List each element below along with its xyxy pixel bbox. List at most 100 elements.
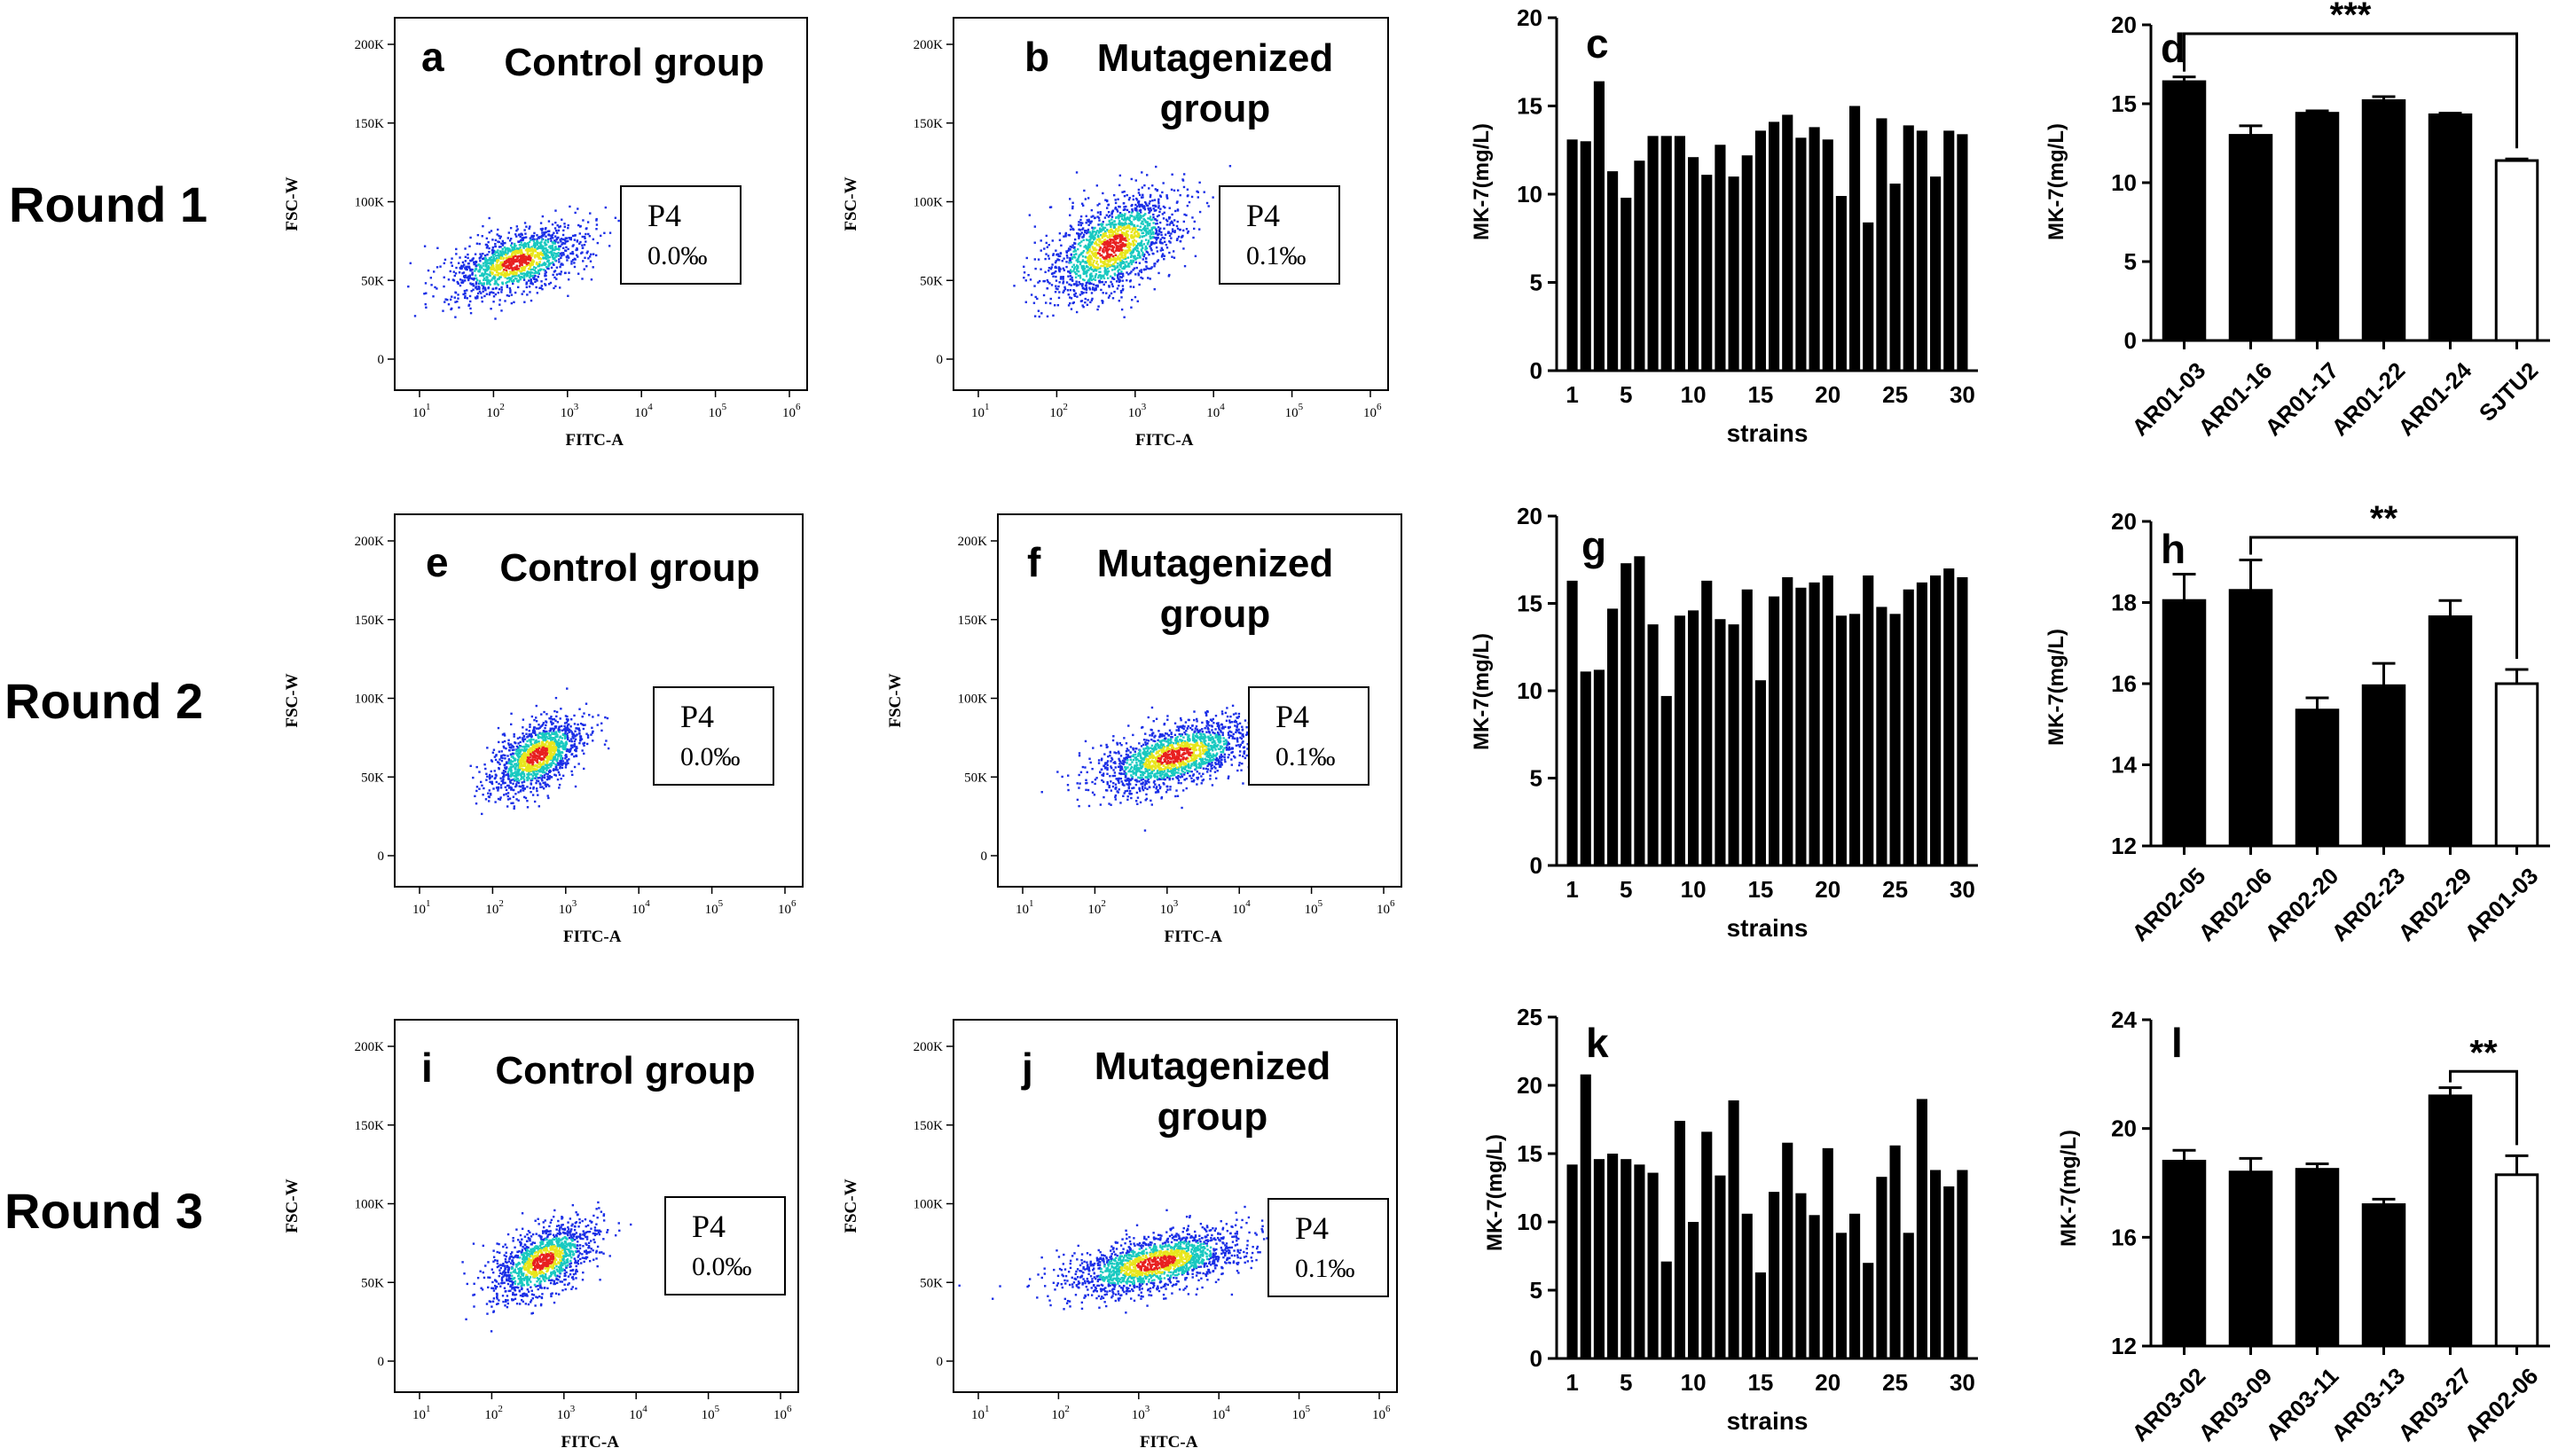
scatter-point: [614, 216, 617, 219]
scatter-point: [1173, 219, 1176, 222]
scatter-point: [543, 241, 546, 244]
scatter-point: [1136, 211, 1139, 214]
scatter-point: [1145, 204, 1149, 207]
scatter-point: [553, 730, 555, 732]
scatter-point: [1111, 245, 1114, 248]
scatter-point: [1139, 216, 1142, 219]
scatter-point: [568, 750, 571, 754]
scatter-point: [1124, 222, 1126, 224]
scatter-point: [475, 789, 478, 793]
scatter-point: [500, 309, 503, 312]
scatter-point: [527, 745, 530, 748]
scatter-point: [554, 209, 557, 212]
scatter-point: [1098, 219, 1101, 222]
scatter-point: [504, 241, 506, 245]
scatter-point: [1158, 787, 1162, 790]
scatter-point: [1096, 284, 1099, 287]
scatter-point: [1180, 781, 1182, 785]
scatter-point: [1071, 201, 1074, 205]
scatter-point: [1200, 775, 1203, 778]
scatter-point: [525, 728, 528, 731]
scatter-point: [1107, 296, 1110, 299]
scatter-point: [483, 268, 485, 271]
scatter-point: [522, 237, 525, 239]
scatter-point: [1214, 715, 1218, 717]
scatter-point: [506, 772, 509, 775]
scatter-point: [592, 253, 595, 255]
scatter-point: [512, 782, 514, 786]
scatter-point: [523, 272, 527, 276]
scatter-point: [1116, 743, 1118, 746]
scatter-point: [532, 244, 535, 247]
round-label: Round 3: [4, 1183, 203, 1239]
scatter-point: [534, 267, 538, 270]
scatter-point: [1217, 722, 1220, 724]
scatter-point: [1196, 777, 1198, 779]
scatter-point: [1166, 718, 1169, 721]
scatter-point: [1246, 742, 1249, 746]
scatter-point: [522, 726, 524, 729]
scatter-point: [554, 254, 557, 257]
scatter-point: [1076, 782, 1079, 785]
scatter-point: [498, 250, 502, 253]
scatter-point: [482, 290, 484, 293]
scatter-point: [510, 768, 513, 771]
scatter-point: [1091, 233, 1094, 236]
scatter-point: [1120, 215, 1124, 218]
scatter-point: [499, 276, 502, 278]
scatter-point: [563, 744, 567, 747]
scatter-point: [1145, 174, 1149, 176]
scatter-point: [511, 249, 514, 252]
scatter-point: [1153, 288, 1156, 291]
scatter-point: [1075, 253, 1078, 255]
scatter-point: [540, 774, 544, 778]
scatter-point: [559, 253, 562, 255]
scatter-point: [492, 265, 495, 268]
scatter-point: [1149, 245, 1151, 248]
scatter-point: [534, 733, 538, 737]
scatter-point: [1083, 278, 1086, 282]
scatter-point: [595, 219, 598, 222]
scatter-point: [486, 747, 489, 749]
scatter-point: [1149, 215, 1152, 218]
scatter-point: [1137, 201, 1140, 204]
scatter-point: [1186, 204, 1189, 207]
scatter-point: [1105, 254, 1108, 258]
scatter-point: [529, 748, 531, 751]
scatter-point: [1116, 741, 1118, 745]
scatter-point: [1117, 198, 1119, 200]
scatter-point: [471, 278, 475, 280]
scatter-point: [556, 721, 560, 724]
scatter-point: [1117, 262, 1119, 265]
scatter-point: [549, 755, 552, 757]
scatter-point: [1135, 199, 1139, 201]
scatter-point: [554, 753, 557, 756]
scatter-point: [1115, 257, 1118, 261]
scatter-point: [1123, 737, 1126, 740]
scatter-point: [1069, 269, 1072, 271]
scatter-point: [1142, 258, 1144, 261]
scatter-point: [568, 758, 570, 761]
scatter-point: [485, 278, 488, 281]
scatter-point: [533, 753, 536, 755]
scatter-point: [1077, 243, 1080, 246]
scatter-point: [508, 239, 512, 242]
scatter-point: [1164, 206, 1166, 209]
scatter-point: [560, 270, 563, 273]
scatter-point: [1111, 232, 1115, 235]
scatter-point: [1069, 245, 1071, 248]
scatter-point: [1113, 251, 1116, 254]
scatter-point: [462, 293, 465, 296]
scatter-point: [1150, 734, 1154, 737]
x-tick-exponent: 2: [499, 402, 505, 412]
scatter-point: [1075, 171, 1079, 174]
scatter-point: [461, 279, 464, 282]
plot-frame: [394, 513, 804, 888]
scatter-point: [1112, 223, 1115, 227]
scatter-point: [491, 252, 494, 254]
scatter-point: [555, 710, 559, 714]
scatter-point: [563, 242, 567, 245]
scatter-point: [1232, 755, 1236, 758]
scatter-point: [541, 724, 545, 726]
